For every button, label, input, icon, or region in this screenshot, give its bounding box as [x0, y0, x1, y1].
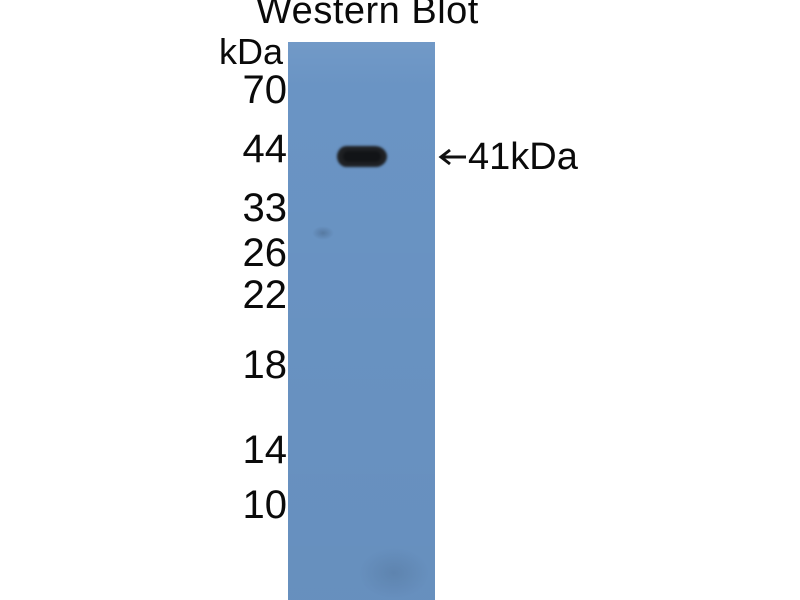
marker-label-44: 44	[242, 127, 288, 171]
marker-label-33: 33	[242, 186, 288, 230]
marker-label-10: 10	[242, 483, 288, 527]
marker-label-22: 22	[242, 273, 288, 317]
lane-artifact	[312, 226, 334, 240]
band-annotation: 41kDa	[438, 138, 578, 176]
unit-label: kDa	[218, 31, 283, 72]
marker-label-14: 14	[242, 428, 288, 472]
gel-lane	[288, 42, 435, 600]
figure-title: Western Blot	[256, 0, 479, 32]
left-arrow-icon	[438, 148, 466, 166]
marker-label-18: 18	[242, 343, 288, 387]
protein-band	[337, 146, 387, 167]
band-annotation-label: 41kDa	[468, 136, 578, 178]
marker-label-70: 70	[242, 68, 288, 112]
lane-artifact	[358, 547, 430, 599]
marker-label-26: 26	[242, 231, 288, 275]
